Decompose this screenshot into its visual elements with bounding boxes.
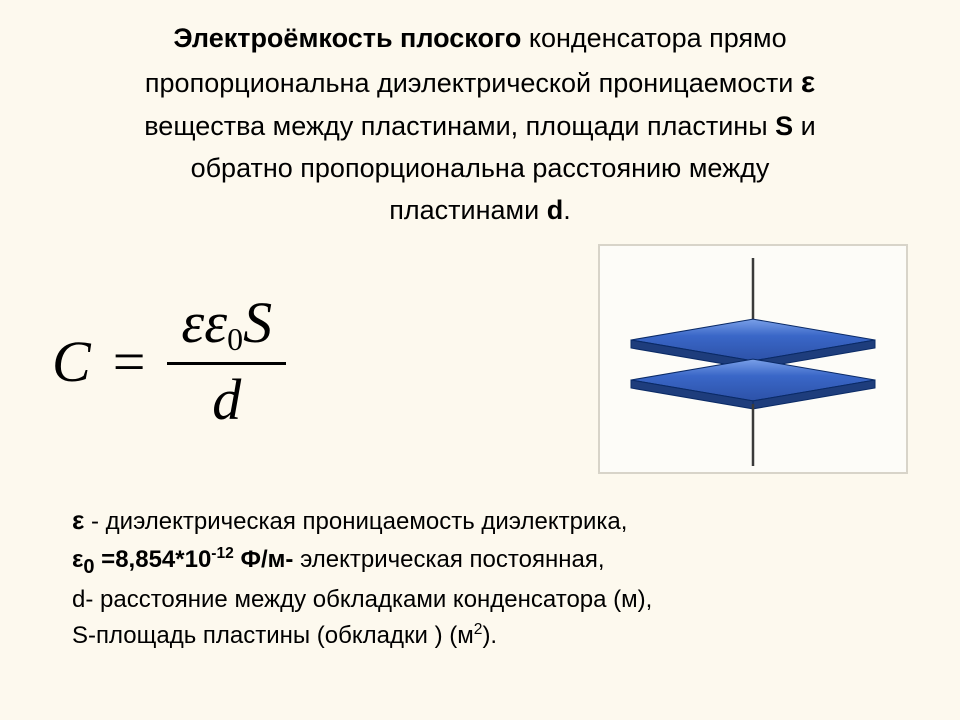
formula-fraction: εε0S d bbox=[167, 292, 286, 431]
intro-l2a: пропорциональна диэлектрической проницае… bbox=[145, 68, 801, 98]
S-text-b: ). bbox=[482, 622, 497, 649]
eps0-symbol: ε bbox=[72, 546, 83, 573]
capacitor-svg bbox=[598, 244, 908, 474]
intro-bold: Электроёмкость плоского bbox=[173, 23, 521, 53]
intro-l5b: . bbox=[563, 195, 571, 225]
eps0-eq: =8,854*10 bbox=[95, 546, 212, 573]
eps-text: - диэлектрическая проницаемость диэлектр… bbox=[84, 508, 627, 535]
intro-paragraph: Электроёмкость плоского конденсатора пря… bbox=[12, 18, 948, 232]
def-epsilon: ε - диэлектрическая проницаемость диэлек… bbox=[72, 501, 928, 540]
def-d: d- расстояние между обкладками конденсат… bbox=[72, 582, 928, 618]
intro-l3b: и bbox=[793, 111, 816, 141]
intro-l5a: пластинами bbox=[389, 195, 546, 225]
def-epsilon0: ε0 =8,854*10-12 Ф/м- электрическая посто… bbox=[72, 542, 928, 582]
intro-S: S bbox=[775, 111, 793, 141]
intro-l3a: вещества между пластинами, площади пласт… bbox=[144, 111, 775, 141]
definitions: ε - диэлектрическая проницаемость диэлек… bbox=[12, 501, 948, 654]
eps0-exp: -12 bbox=[211, 545, 234, 562]
intro-l1: конденсатора прямо bbox=[521, 23, 786, 53]
num-zero: 0 bbox=[227, 322, 243, 357]
intro-l4: обратно пропорциональна расстоянию между bbox=[191, 153, 770, 183]
eps0-text: электрическая постоянная, bbox=[300, 546, 604, 573]
def-S: S-площадь пластины (обкладки ) (м2). bbox=[72, 618, 928, 654]
S-text-a: S-площадь пластины (обкладки ) (м bbox=[72, 622, 474, 649]
intro-d: d bbox=[547, 195, 564, 225]
eps0-sub: 0 bbox=[83, 556, 94, 578]
eps0-lead: ε0 =8,854*10-12 Ф/м- bbox=[72, 546, 300, 573]
eps-symbol: ε bbox=[72, 505, 84, 535]
formula-denominator: d bbox=[198, 369, 255, 431]
formula-numerator: εε0S bbox=[167, 292, 286, 358]
capacitance-formula: C = εε0S d bbox=[32, 292, 286, 431]
num-S: S bbox=[243, 290, 272, 355]
num-eps: εε bbox=[181, 290, 227, 355]
fraction-bar bbox=[167, 362, 286, 365]
formula-eq: = bbox=[107, 328, 152, 395]
formula-C: C bbox=[52, 328, 91, 395]
eps0-unit: Ф/м- bbox=[234, 546, 300, 573]
slide: Электроёмкость плоского конденсатора пря… bbox=[0, 0, 960, 664]
intro-eps: ε bbox=[801, 66, 815, 99]
mid-row: C = εε0S d bbox=[12, 244, 948, 479]
capacitor-diagram bbox=[598, 244, 908, 479]
